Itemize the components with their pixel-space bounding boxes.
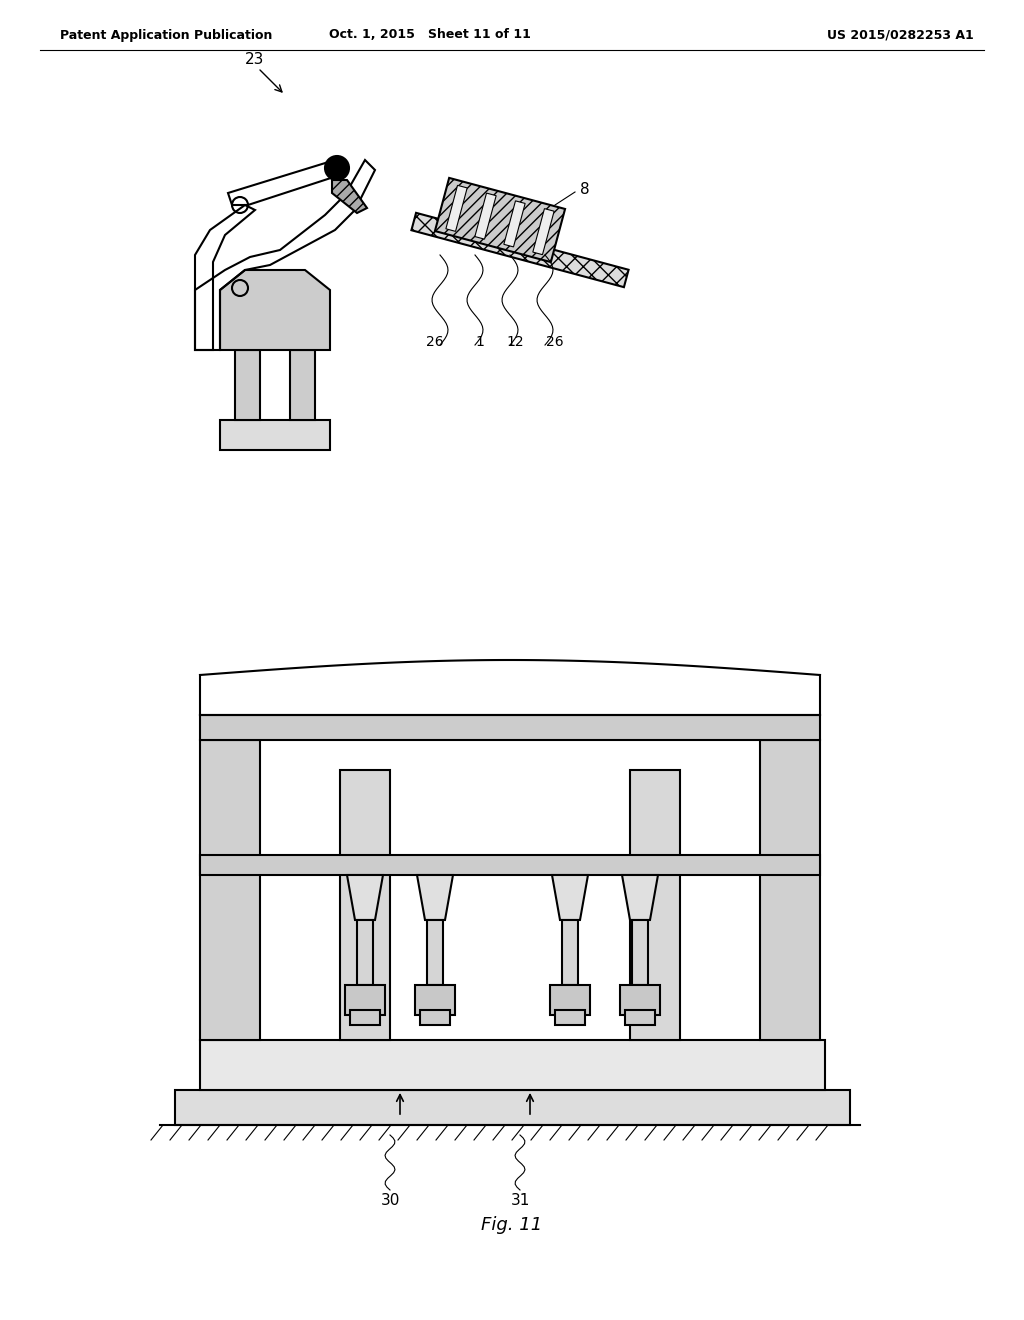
Polygon shape (220, 271, 330, 350)
Polygon shape (504, 201, 525, 247)
Bar (630, 770, 680, 1040)
Polygon shape (332, 180, 367, 213)
Text: 26: 26 (426, 335, 443, 348)
Bar (632, 920, 648, 985)
Polygon shape (234, 350, 260, 420)
Bar (555, 1010, 585, 1026)
Bar (620, 985, 660, 1015)
Polygon shape (475, 193, 497, 239)
Text: US 2015/0282253 A1: US 2015/0282253 A1 (826, 29, 974, 41)
Polygon shape (532, 209, 554, 255)
Bar (200, 741, 260, 1040)
Text: 31: 31 (510, 1193, 529, 1208)
Text: 30: 30 (380, 1193, 399, 1208)
Polygon shape (417, 875, 453, 920)
Text: 26: 26 (546, 335, 564, 348)
Text: 12: 12 (506, 335, 524, 348)
Text: Oct. 1, 2015   Sheet 11 of 11: Oct. 1, 2015 Sheet 11 of 11 (329, 29, 530, 41)
Polygon shape (445, 185, 467, 231)
Text: 8: 8 (580, 182, 590, 198)
Bar (760, 741, 820, 1040)
Polygon shape (435, 178, 565, 263)
Bar (350, 1010, 380, 1026)
Text: 1: 1 (475, 335, 484, 348)
Polygon shape (220, 420, 330, 450)
Bar (340, 770, 390, 1040)
Bar (200, 1040, 825, 1090)
Bar (625, 1010, 655, 1026)
Bar (175, 1090, 850, 1125)
Bar (550, 985, 590, 1015)
Bar (200, 715, 820, 741)
Bar (562, 920, 578, 985)
Bar (357, 920, 373, 985)
Circle shape (325, 156, 349, 180)
Text: 23: 23 (245, 53, 264, 67)
Bar (415, 985, 455, 1015)
Bar (420, 1010, 450, 1026)
Bar (427, 920, 443, 985)
Polygon shape (622, 875, 658, 920)
Text: Fig. 11: Fig. 11 (481, 1216, 543, 1234)
Bar (200, 855, 820, 875)
Polygon shape (347, 875, 383, 920)
Polygon shape (552, 875, 588, 920)
Polygon shape (290, 350, 315, 420)
Text: Patent Application Publication: Patent Application Publication (60, 29, 272, 41)
Polygon shape (412, 213, 629, 288)
Bar (345, 985, 385, 1015)
